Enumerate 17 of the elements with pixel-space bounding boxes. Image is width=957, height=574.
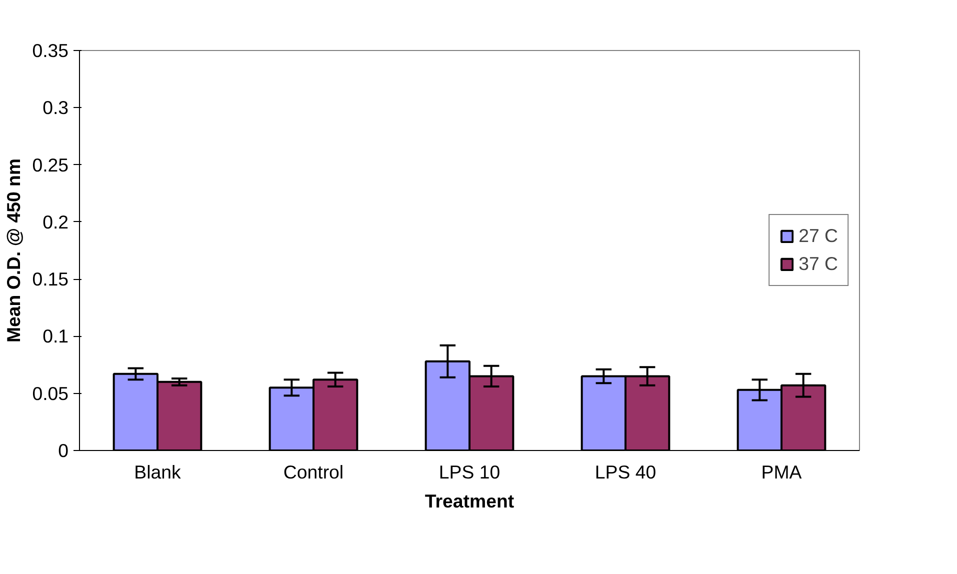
legend-label: 37 C [798,253,838,275]
y-tick-label: 0.2 [42,211,69,232]
x-tick-label: PMA [761,462,802,482]
y-axis-title: Mean O.D. @ 450 nm [3,158,24,343]
x-tick-label: LPS 40 [594,462,656,482]
y-tick-label: 0.25 [32,154,68,176]
x-axis-title: Treatment [424,490,514,512]
y-tick-label: 0.35 [32,40,68,61]
x-tick-label: LPS 10 [438,462,500,482]
y-tick-label: 0.15 [32,268,68,290]
y-tick-label: 0.3 [42,97,69,118]
y-tick-label: 0.05 [32,382,68,404]
y-tick-label: 0 [58,440,69,461]
x-tick-label: Control [283,462,344,482]
y-tick-label: 0.1 [42,326,69,347]
x-tick-label: Blank [134,462,182,482]
legend-label: 27 C [798,225,838,247]
